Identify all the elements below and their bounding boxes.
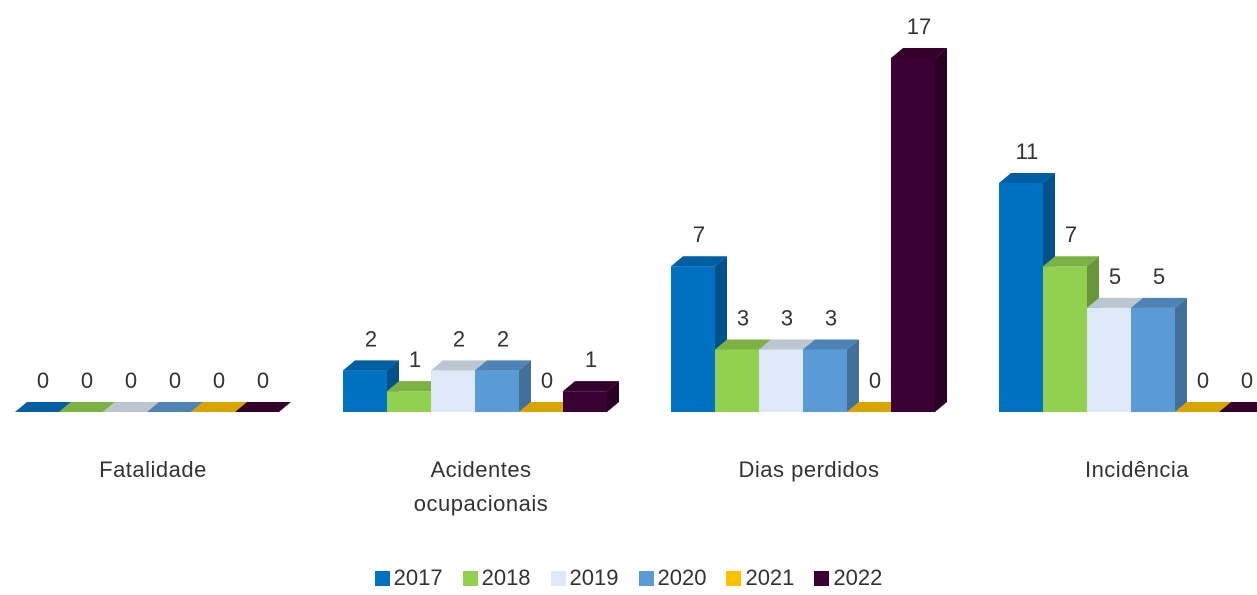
- bar: [891, 58, 935, 412]
- legend-label: 2019: [569, 565, 619, 590]
- bar-top: [343, 360, 399, 371]
- bar: [343, 370, 387, 412]
- data-label: 0: [125, 368, 137, 393]
- data-label: 7: [693, 222, 705, 247]
- bar: [1043, 266, 1087, 412]
- data-label: 2: [365, 326, 377, 351]
- legend-label: 2022: [833, 565, 883, 590]
- bar-top: [759, 339, 815, 350]
- category-label: Incidência: [1084, 457, 1190, 482]
- legend-swatch: [814, 571, 830, 586]
- data-label: 0: [213, 368, 225, 393]
- legend-swatch: [550, 571, 566, 586]
- bar: [387, 391, 431, 412]
- bar-top: [387, 381, 443, 392]
- bar-top: [15, 402, 71, 412]
- bar: [563, 391, 607, 412]
- legend-item: 2017: [374, 565, 443, 591]
- bar-top: [847, 402, 903, 412]
- legend-swatch: [726, 571, 742, 586]
- data-label: 3: [781, 306, 793, 331]
- data-label: 7: [1065, 222, 1077, 247]
- bar-top: [431, 360, 487, 371]
- legend: 2017 2018 2019 2020 2021 2022: [0, 565, 1257, 591]
- bar: [715, 349, 759, 412]
- legend-item: 2022: [814, 565, 882, 591]
- bar-top: [1175, 402, 1231, 412]
- bar-top: [191, 402, 247, 412]
- data-label: 11: [1016, 139, 1039, 164]
- data-label: 0: [81, 368, 93, 393]
- bar: [671, 266, 715, 412]
- data-label: 0: [169, 368, 181, 393]
- data-label: 2: [497, 326, 509, 351]
- category-label: Dias perdidos: [738, 457, 880, 482]
- legend-item: 2021: [726, 565, 794, 591]
- data-label: 1: [409, 347, 421, 372]
- legend-label: 2018: [481, 565, 531, 590]
- data-label: 2: [453, 326, 465, 351]
- bar-side: [935, 48, 947, 412]
- bar-top: [475, 360, 531, 371]
- bar-top: [59, 402, 115, 412]
- bar-top: [147, 402, 203, 412]
- data-label: 0: [1241, 368, 1253, 393]
- bar-top: [1043, 256, 1099, 267]
- data-label: 0: [869, 368, 881, 393]
- category-label: Fatalidade: [99, 457, 207, 482]
- legend-swatch: [374, 571, 390, 586]
- legend-swatch: [638, 571, 654, 586]
- legend-label: 2020: [657, 565, 707, 590]
- bar-top: [715, 339, 771, 350]
- bar-side: [607, 381, 619, 412]
- bar: [431, 370, 475, 412]
- legend-label: 2021: [745, 565, 795, 590]
- bar-top: [1131, 297, 1187, 308]
- data-label: 1: [585, 347, 597, 372]
- bar-top: [103, 402, 159, 412]
- legend-item: 2019: [550, 565, 619, 591]
- bar: [759, 349, 803, 412]
- bar-side: [847, 339, 859, 412]
- bar: [803, 349, 847, 412]
- data-label: 5: [1109, 264, 1121, 289]
- bar-top: [803, 339, 859, 350]
- bar-top: [671, 256, 727, 267]
- bar-top: [999, 172, 1055, 183]
- bar-top: [235, 402, 291, 412]
- bar-top: [519, 402, 575, 412]
- category-label: Acidentes ocupacionais: [413, 457, 549, 516]
- bar: [999, 182, 1043, 412]
- data-label: 3: [825, 306, 837, 331]
- bar: [1131, 307, 1175, 412]
- data-label: 3: [737, 306, 749, 331]
- bar-top: [1087, 297, 1143, 308]
- data-label: 0: [541, 368, 553, 393]
- bar: [1087, 307, 1131, 412]
- legend-swatch: [462, 571, 478, 586]
- bar-top: [1219, 402, 1257, 412]
- data-label: 5: [1153, 264, 1165, 289]
- data-label: 0: [37, 368, 49, 393]
- bar: [475, 370, 519, 412]
- bar-side: [1175, 297, 1187, 412]
- bar-top: [891, 48, 947, 58]
- bar-top: [563, 381, 619, 392]
- bar-side: [519, 360, 531, 412]
- data-label: 17: [907, 14, 931, 39]
- legend-item: 2018: [462, 565, 531, 591]
- legend-label: 2017: [393, 565, 443, 590]
- legend-item: 2020: [638, 565, 707, 591]
- data-label: 0: [257, 368, 269, 393]
- data-label: 0: [1197, 368, 1209, 393]
